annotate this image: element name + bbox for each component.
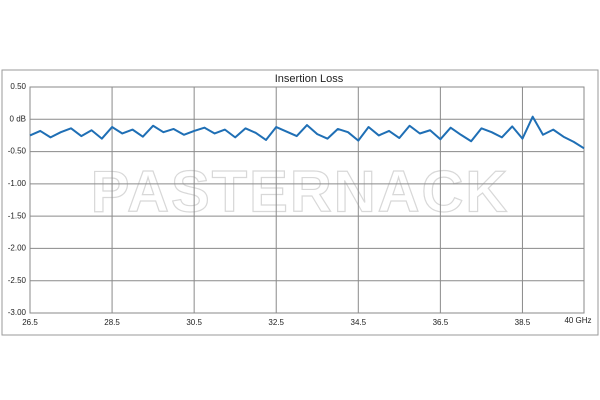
x-tick-label: 28.5 [104, 318, 120, 327]
y-tick-label: -1.00 [8, 179, 27, 188]
x-tick-label: 36.5 [433, 318, 449, 327]
chart-title: Insertion Loss [275, 73, 344, 85]
y-tick-label: -1.50 [8, 211, 27, 220]
x-tick-label: 30.5 [186, 318, 202, 327]
x-tick-label: 38.5 [515, 318, 531, 327]
x-tick-label: 26.5 [22, 318, 38, 327]
y-tick-label: -2.50 [8, 276, 27, 285]
watermark: PASTERNACK [91, 159, 510, 224]
y-tick-label: 0 dB [10, 114, 26, 123]
x-tick-label: 34.5 [351, 318, 367, 327]
x-tick-label: 32.5 [268, 318, 284, 327]
x-tick-label: 40 GHz [564, 316, 591, 325]
chart-frame [1, 69, 599, 336]
y-tick-label: -2.00 [8, 244, 27, 253]
data-line [29, 115, 585, 150]
y-tick-label: 0.50 [10, 82, 26, 91]
y-tick-label: -0.50 [8, 147, 27, 156]
y-tick-label: -3.00 [8, 308, 27, 317]
